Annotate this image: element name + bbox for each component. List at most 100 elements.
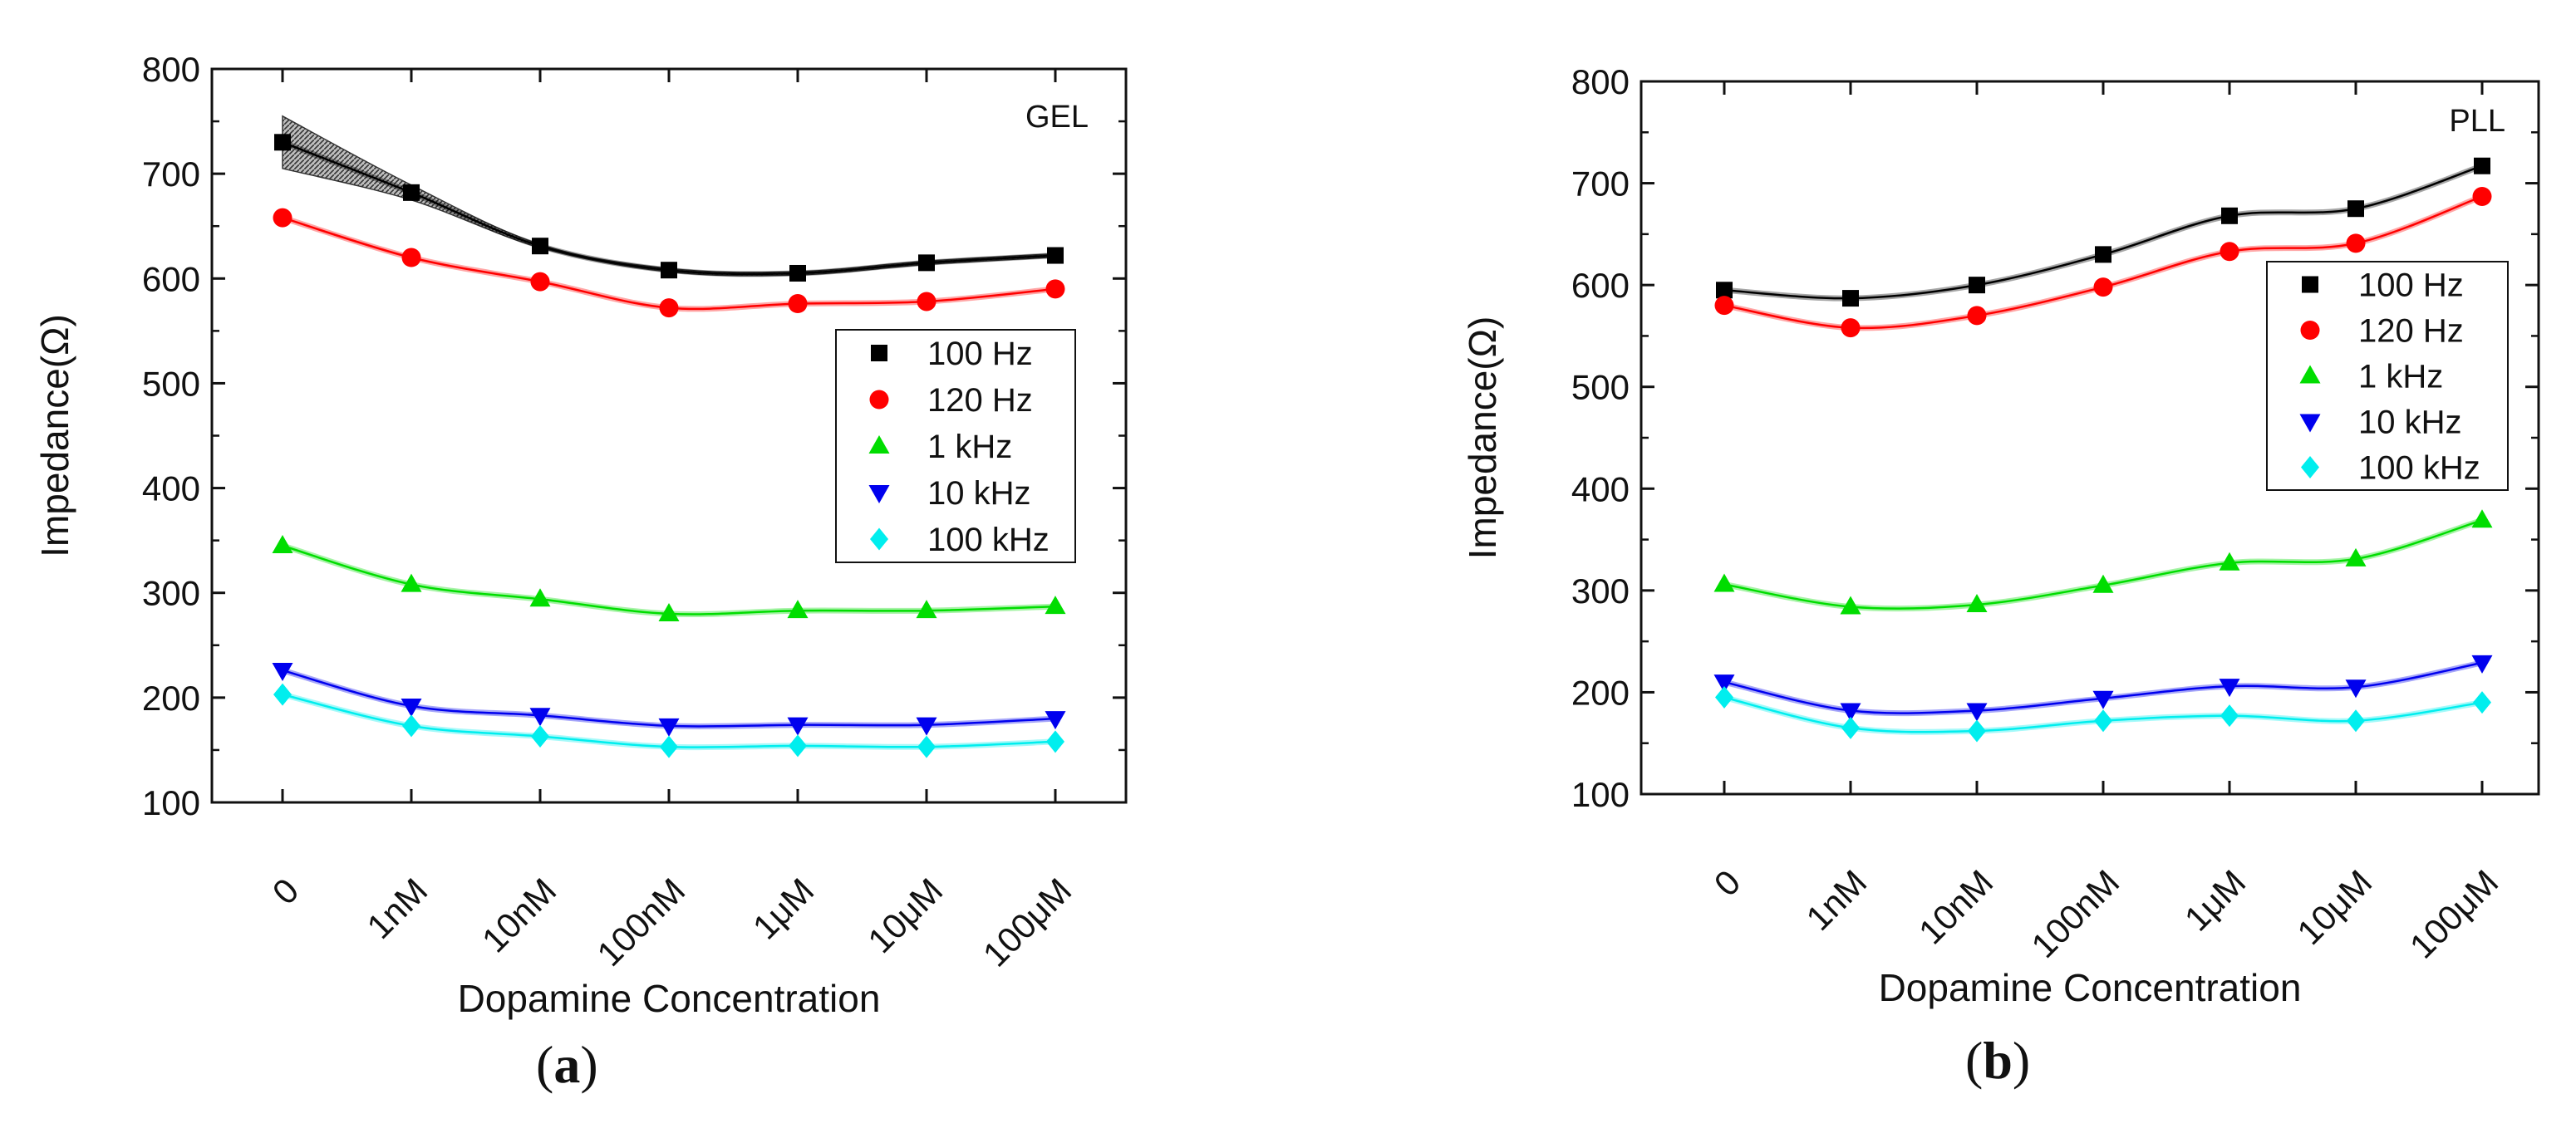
data-point	[917, 735, 936, 758]
legend-marker	[869, 390, 889, 410]
data-point	[2094, 709, 2112, 733]
legend: 100 Hz 120 Hz 1 kHz 10 kHz 100 kHz	[835, 329, 1076, 563]
panel-annotation: GEL	[1025, 100, 1089, 135]
data-point	[2347, 200, 2364, 218]
data-point	[917, 292, 937, 311]
data-point	[272, 663, 293, 682]
data-point	[918, 254, 935, 272]
y-tick-label: 100	[142, 783, 200, 822]
data-point	[1045, 279, 1065, 299]
y-tick-label: 600	[142, 259, 200, 298]
x-tick-label: 1nM	[1798, 862, 1874, 938]
series-band-line	[282, 667, 1056, 730]
legend-label: 100 Hz	[2358, 267, 2464, 304]
y-tick-label: 800	[1571, 62, 1630, 101]
data-point	[2092, 690, 2114, 709]
data-point	[916, 717, 937, 736]
data-point	[1716, 282, 1733, 299]
data-point	[2345, 547, 2367, 566]
data-point	[2472, 187, 2492, 207]
y-axis-title: Impedance(Ω)	[1461, 316, 1504, 560]
panel-label-a: (a)	[536, 1035, 598, 1094]
data-point	[1714, 296, 1734, 316]
legend-marker	[2302, 276, 2318, 293]
data-point	[2346, 233, 2366, 253]
legend: 100 Hz 120 Hz 1 kHz 10 kHz 100 kHz	[2266, 261, 2509, 491]
x-tick-label: 100μM	[2402, 862, 2506, 966]
y-axis-title: Impedance(Ω)	[33, 314, 76, 557]
y-tick-label: 200	[1571, 673, 1630, 712]
data-point	[916, 600, 937, 619]
data-point	[403, 184, 420, 201]
legend-label: 1 kHz	[927, 429, 1012, 465]
data-point	[1967, 306, 1987, 326]
y-tick-label: 700	[1571, 164, 1630, 204]
x-tick-label: 10nM	[474, 871, 564, 960]
y-tick-label: 300	[142, 574, 200, 613]
data-point	[1969, 277, 1985, 294]
legend-marker	[871, 345, 887, 361]
legend-marker	[2299, 365, 2321, 384]
data-point	[1047, 247, 1064, 264]
data-point	[659, 298, 679, 318]
data-point	[1840, 596, 1861, 615]
data-point	[402, 714, 420, 738]
legend-label: 1 kHz	[2358, 359, 2443, 395]
x-tick-label: 10μM	[2289, 862, 2379, 952]
chart-panel-a: 100 200 300 400 500 600 700 800 0 1nM 10nM 100nM 1μM…	[33, 50, 1128, 1020]
legend-marker	[2301, 456, 2319, 478]
x-tick-label: 100μM	[976, 871, 1079, 974]
legend-label: 10 kHz	[2358, 405, 2462, 441]
x-tick-label: 0	[265, 871, 307, 912]
x-tick-label: 10nM	[1911, 862, 2001, 952]
panel-label-b: (b)	[1965, 1031, 2031, 1090]
data-point	[532, 238, 548, 255]
data-point	[273, 683, 292, 706]
data-point	[1968, 719, 1986, 743]
data-point	[788, 294, 808, 314]
data-point	[2219, 679, 2240, 698]
data-point	[787, 600, 809, 619]
data-point	[401, 573, 422, 592]
data-point	[401, 248, 421, 267]
data-point	[1966, 594, 1988, 613]
data-point	[274, 134, 291, 151]
data-point	[1841, 716, 1860, 739]
panel-label-a-text: a	[553, 1035, 581, 1094]
data-point	[2471, 655, 2493, 674]
panel-label-b-text: b	[1983, 1031, 2013, 1090]
data-point	[529, 588, 551, 607]
series-band-line	[1723, 517, 2484, 612]
panel-annotation: PLL	[2449, 104, 2505, 139]
x-axis-title: Dopamine Concentration	[1879, 966, 2302, 1009]
x-tick-label: 10μM	[860, 871, 950, 960]
data-point	[272, 534, 293, 553]
legend-marker	[870, 527, 888, 551]
x-tick-label: 0	[1707, 862, 1748, 904]
data-point	[2471, 509, 2493, 528]
legend-label: 10 kHz	[927, 475, 1031, 512]
data-point	[1045, 711, 1066, 730]
legend-marker	[2299, 414, 2321, 433]
data-point	[1840, 703, 1861, 722]
x-axis-title: Dopamine Concentration	[458, 977, 881, 1020]
y-tick-label: 100	[1571, 775, 1630, 814]
x-tick-label: 100nM	[2023, 862, 2126, 965]
data-point	[2345, 679, 2367, 699]
data-point	[789, 264, 806, 282]
data-point	[2093, 277, 2113, 297]
legend-label: 100 Hz	[927, 336, 1033, 372]
data-point	[658, 718, 680, 737]
data-point	[1713, 674, 1735, 694]
data-point	[530, 272, 550, 292]
y-tick-label: 400	[142, 469, 200, 508]
data-point	[2220, 242, 2239, 262]
data-point	[2347, 709, 2365, 733]
data-point	[2474, 157, 2490, 174]
y-tick-label: 600	[1571, 266, 1630, 305]
x-tick-label: 1μM	[2177, 862, 2254, 939]
y-tick-label: 400	[1571, 469, 1630, 508]
y-tick-label: 500	[1571, 368, 1630, 407]
data-point	[661, 262, 677, 279]
